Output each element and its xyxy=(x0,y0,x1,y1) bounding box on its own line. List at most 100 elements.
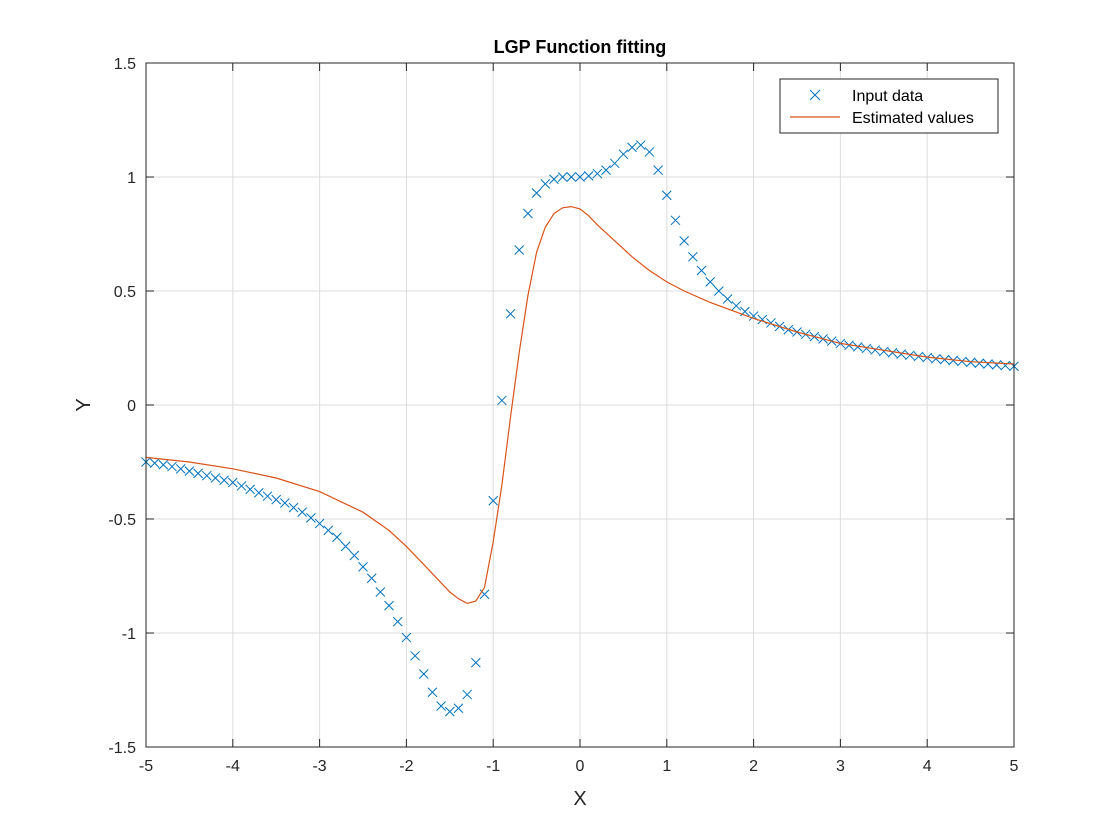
data-point xyxy=(679,235,690,246)
data-point xyxy=(323,525,334,536)
data-point xyxy=(201,470,212,481)
legend-marker-input-data xyxy=(809,89,821,101)
data-point xyxy=(696,265,707,276)
x-marker-stroke xyxy=(601,165,611,176)
x-marker-stroke xyxy=(149,458,160,468)
x-marker-stroke xyxy=(809,89,821,101)
x-marker-stroke xyxy=(392,616,403,627)
x-marker-stroke xyxy=(332,532,342,543)
x-marker-stroke xyxy=(609,158,620,169)
x-marker-stroke xyxy=(453,703,464,714)
data-point xyxy=(861,343,872,354)
x-marker-stroke xyxy=(366,573,377,584)
data-point xyxy=(149,458,160,468)
x-marker-stroke xyxy=(436,701,446,711)
x-marker-stroke xyxy=(288,502,299,513)
data-point xyxy=(462,689,473,700)
x-marker-stroke xyxy=(479,589,490,600)
data-point xyxy=(288,502,299,513)
x-marker-stroke xyxy=(470,657,481,668)
x-marker-stroke xyxy=(271,494,282,505)
data-point xyxy=(497,395,507,406)
data-point xyxy=(670,215,681,226)
data-point xyxy=(601,165,611,176)
data-point xyxy=(340,541,351,552)
data-point xyxy=(418,669,429,679)
data-point xyxy=(227,477,238,488)
x-marker-stroke xyxy=(358,562,368,572)
x-marker-stroke xyxy=(583,171,594,181)
x-marker-stroke xyxy=(644,147,655,157)
x-tick-label: 4 xyxy=(923,758,932,775)
legend-box xyxy=(779,78,999,134)
x-marker-stroke xyxy=(948,355,959,366)
data-point xyxy=(470,657,481,668)
x-marker-stroke xyxy=(340,541,351,552)
data-point xyxy=(644,147,655,157)
x-marker-stroke xyxy=(653,165,663,176)
data-point xyxy=(514,245,525,255)
data-point xyxy=(427,687,438,698)
x-marker-stroke xyxy=(540,178,551,189)
data-point xyxy=(410,650,420,661)
x-marker-stroke xyxy=(488,495,499,506)
legend-x-marker xyxy=(809,89,821,101)
series-layer xyxy=(141,140,1019,717)
y-tick-label: -0.5 xyxy=(108,512,136,529)
data-point xyxy=(592,168,603,179)
data-point xyxy=(453,703,464,714)
data-point xyxy=(566,172,577,182)
data-point xyxy=(635,140,646,150)
x-marker-stroke xyxy=(219,475,229,486)
x-marker-stroke xyxy=(696,265,707,276)
data-point xyxy=(575,172,585,182)
data-point xyxy=(931,353,941,364)
data-point xyxy=(974,358,985,369)
estimated-values-line xyxy=(145,205,1015,605)
x-marker-stroke xyxy=(861,343,872,354)
data-point xyxy=(618,149,629,160)
chart-title: LGP Function fitting xyxy=(494,37,667,57)
x-marker-stroke xyxy=(887,347,898,358)
data-point xyxy=(444,706,455,717)
x-marker-stroke xyxy=(410,650,420,661)
x-marker-stroke xyxy=(731,300,742,311)
x-marker-stroke xyxy=(306,513,316,523)
data-point xyxy=(653,165,663,176)
data-point xyxy=(392,616,403,627)
y-tick-label: -1.5 xyxy=(108,740,136,757)
x-marker-stroke xyxy=(870,345,880,355)
x-marker-stroke xyxy=(852,342,863,352)
x-marker-stroke xyxy=(965,357,976,368)
data-point xyxy=(531,188,542,198)
x-marker-stroke xyxy=(227,477,238,488)
x-marker-stroke xyxy=(575,172,585,182)
data-point xyxy=(705,277,716,287)
x-marker-stroke xyxy=(592,168,603,179)
data-point xyxy=(583,171,594,181)
data-point xyxy=(253,487,264,498)
data-point xyxy=(1000,360,1011,371)
data-point xyxy=(193,468,203,479)
x-marker-stroke xyxy=(184,466,195,476)
data-point xyxy=(722,294,733,304)
x-marker-stroke xyxy=(661,190,672,201)
x-marker-stroke xyxy=(635,140,646,150)
x-marker-stroke xyxy=(427,687,438,698)
data-point xyxy=(557,172,568,182)
x-marker-stroke xyxy=(557,172,568,182)
data-point xyxy=(731,300,742,311)
y-tick-label: -1 xyxy=(122,626,136,643)
data-point xyxy=(965,357,976,368)
x-marker-stroke xyxy=(444,706,455,717)
data-point xyxy=(957,356,967,367)
data-point xyxy=(271,494,282,505)
data-point xyxy=(184,466,195,476)
data-point xyxy=(245,484,256,495)
x-marker-stroke xyxy=(722,294,733,304)
x-marker-stroke xyxy=(280,498,290,508)
x-marker-stroke xyxy=(323,525,334,536)
x-tick-label: 2 xyxy=(749,758,758,775)
data-point xyxy=(262,491,273,502)
